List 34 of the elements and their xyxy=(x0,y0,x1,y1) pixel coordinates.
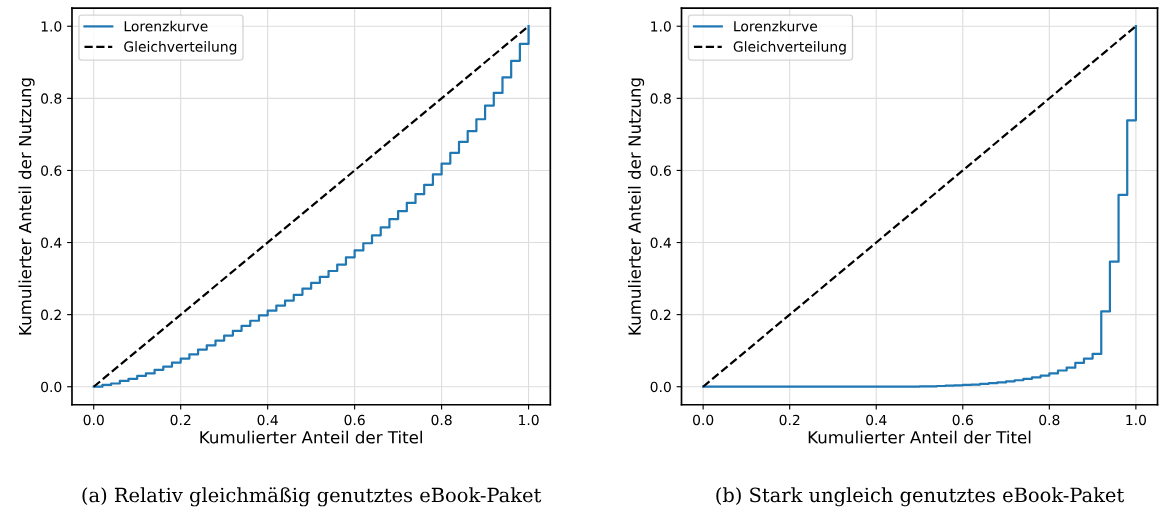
x-tick-label: 0.2 xyxy=(170,414,191,426)
x-tick-label: 1.0 xyxy=(1126,414,1146,426)
y-tick-label: 0.0 xyxy=(650,381,671,393)
y-tick-label: 1.0 xyxy=(651,21,671,32)
x-axis-title: Kumulierter Anteil der Titel xyxy=(200,430,422,444)
y-tick-label: 0.8 xyxy=(650,93,671,104)
legend-label: Gleichverteilung xyxy=(733,41,846,55)
y-tick-label: 0.0 xyxy=(41,381,62,393)
legend-label: Lorenzkurve xyxy=(124,20,208,32)
x-tick-label: 1.0 xyxy=(519,414,539,426)
x-tick-label: 0.0 xyxy=(693,414,714,426)
y-tick-label: 1.0 xyxy=(41,21,62,32)
y-tick-label: 0.6 xyxy=(650,165,671,176)
y-tick-label: 0.6 xyxy=(41,165,62,176)
legend-label: Gleichverteilung xyxy=(124,41,237,55)
y-tick-label: 0.2 xyxy=(41,309,61,321)
x-tick-label: 0.4 xyxy=(257,414,278,426)
y-axis-title: Kumulierter Anteil der Nutzung xyxy=(628,78,645,335)
x-tick-label: 0.8 xyxy=(1039,414,1060,426)
y-tick-label: 0.4 xyxy=(41,237,62,249)
x-axis-title: Kumulierter Anteil der Titel xyxy=(808,430,1031,444)
legend-label: Lorenzkurve xyxy=(734,20,818,32)
y-tick-label: 0.8 xyxy=(41,93,62,104)
x-tick-label: 0.0 xyxy=(83,414,104,426)
text: (a) Relativ gleichmäßig genutztes eBook-Paket xyxy=(82,487,542,507)
x-tick-label: 0.6 xyxy=(952,414,973,426)
y-axis-title: Kumulierter Anteil der Nutzung xyxy=(18,78,35,335)
x-tick-label: 0.4 xyxy=(866,414,887,426)
x-tick-label: 0.8 xyxy=(431,414,452,426)
y-tick-label: 0.2 xyxy=(650,309,671,321)
x-tick-label: 0.6 xyxy=(344,414,365,426)
text: (b) Stark ungleich genutztes eBook-Paket xyxy=(716,487,1125,507)
y-tick-label: 0.4 xyxy=(650,237,672,249)
x-tick-label: 0.2 xyxy=(779,414,800,426)
